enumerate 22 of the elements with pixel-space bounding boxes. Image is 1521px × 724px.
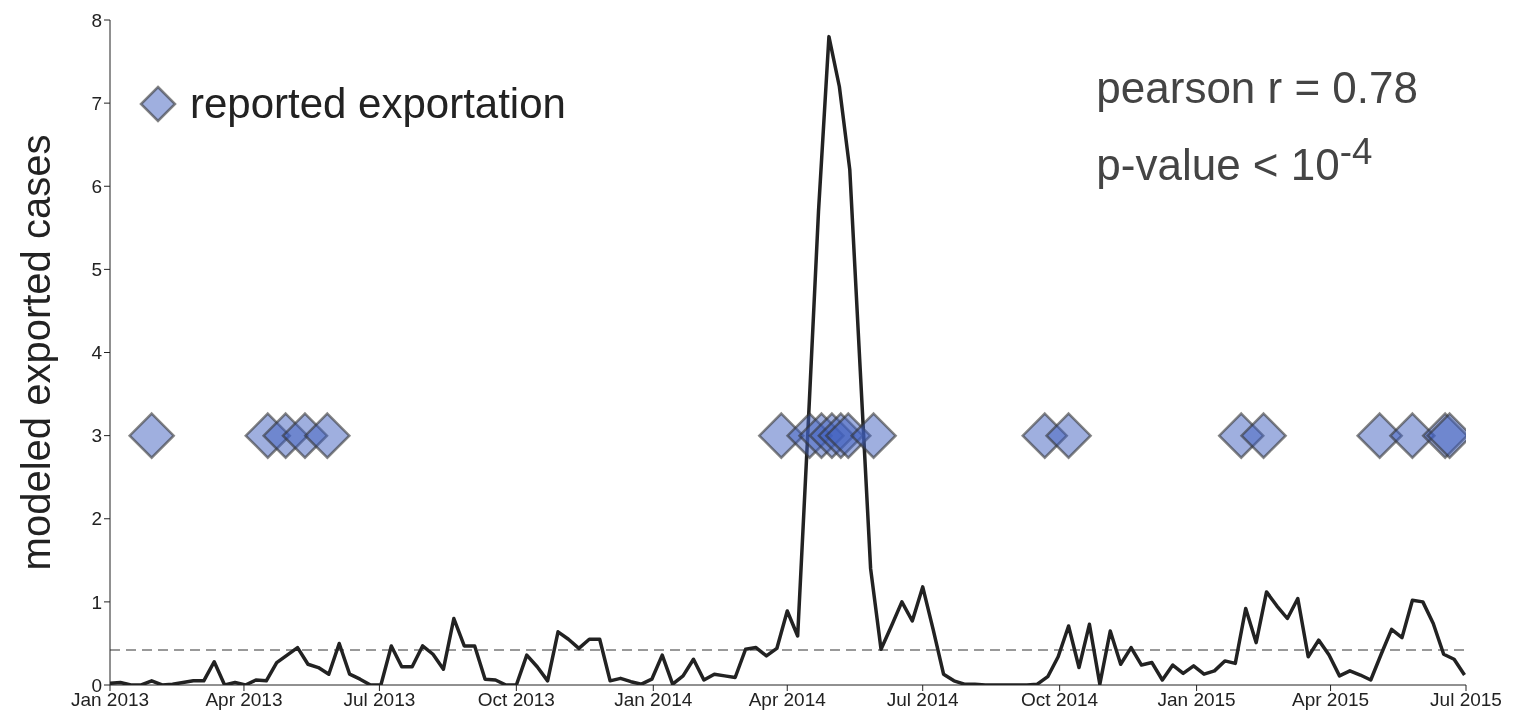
y-tick-label: 4 <box>91 342 103 364</box>
x-tick-label: Apr 2015 <box>1291 689 1370 711</box>
x-tick-label: Oct 2013 <box>477 689 555 711</box>
y-tick-label: 8 <box>91 9 102 31</box>
x-tick-label: Jan 2015 <box>1157 689 1236 711</box>
legend-label: reported exportation <box>190 80 566 128</box>
y-tick-label: 7 <box>91 92 102 114</box>
x-tick-label: Jan 2014 <box>614 689 693 711</box>
x-tick-label: Jul 2013 <box>343 689 416 711</box>
y-tick-label: 6 <box>91 175 102 197</box>
x-tick-label: Jul 2014 <box>886 689 960 711</box>
y-axis-title: modeled exported cases <box>14 134 58 571</box>
annotation: pearson r = 0.78 <box>1096 62 1418 114</box>
x-tick-label: Oct 2014 <box>1021 689 1099 711</box>
y-tick-label: 5 <box>91 259 102 281</box>
x-tick-label: Apr 2014 <box>748 689 827 711</box>
x-tick-label: Apr 2013 <box>205 689 283 711</box>
y-tick-label: 3 <box>91 425 102 447</box>
y-tick-label: 1 <box>91 591 102 613</box>
y-tick-label: 2 <box>91 508 102 530</box>
annotation: p-value < 10$^{-4}$ <box>1096 130 1374 191</box>
x-tick-label: Jul 2015 <box>1430 689 1502 711</box>
